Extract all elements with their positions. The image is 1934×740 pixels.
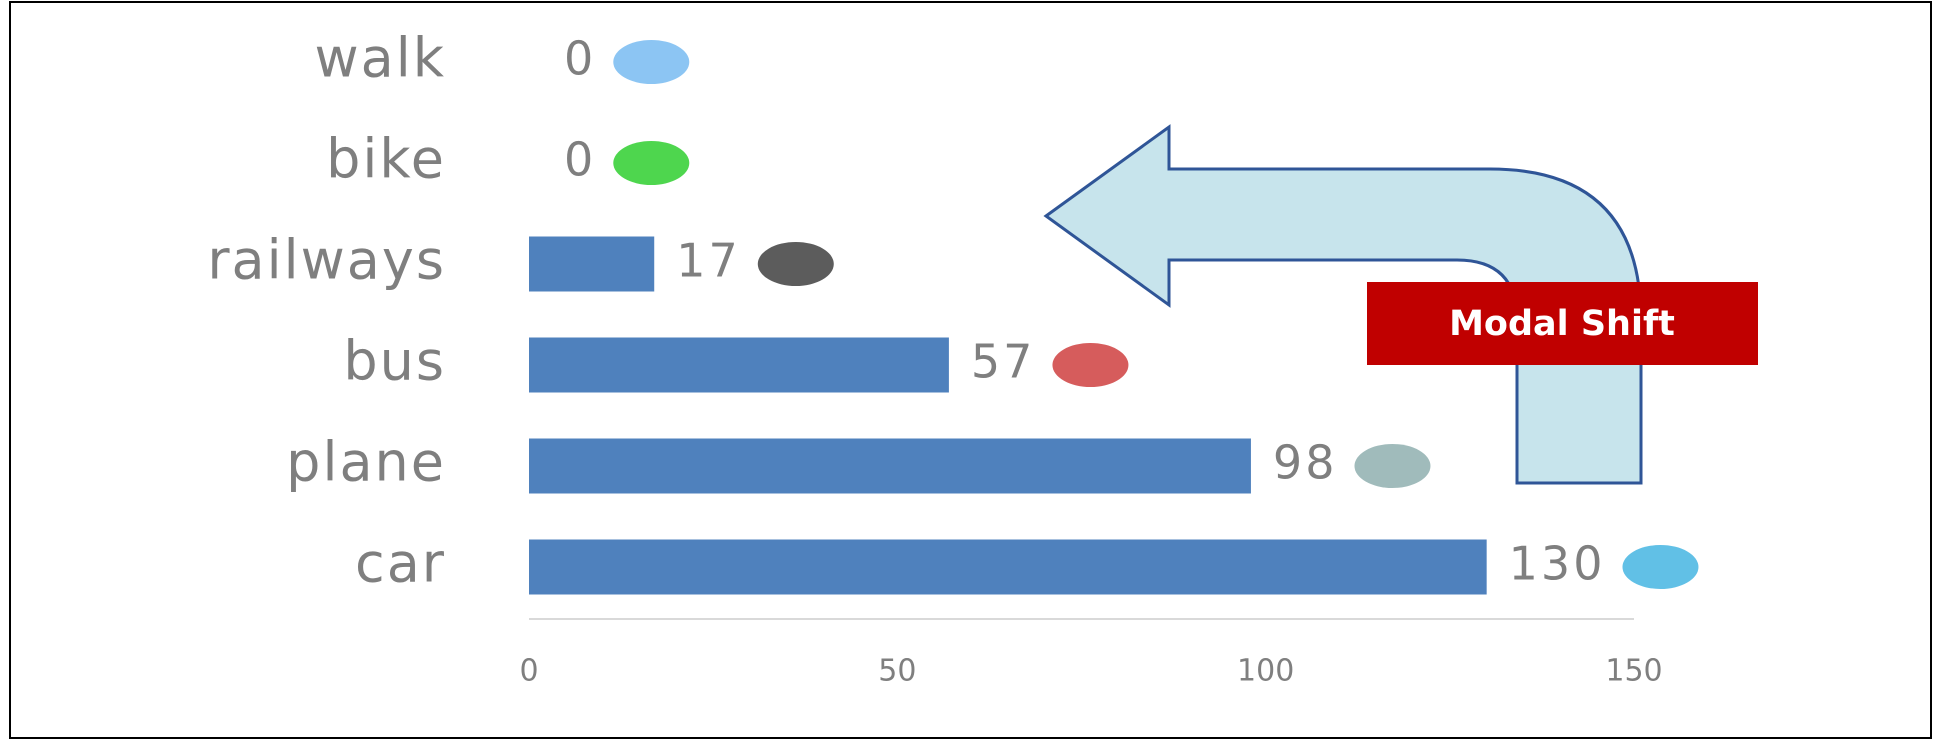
x-tick-label: 100 (1237, 654, 1294, 689)
bar (529, 338, 949, 393)
icon (758, 242, 834, 286)
value-label: 57 (971, 335, 1036, 389)
bar (529, 237, 654, 292)
y-tick-label: walk (314, 27, 446, 90)
icon (1354, 444, 1430, 488)
icon (1622, 545, 1698, 589)
icon (613, 40, 689, 84)
y-tick-label: railways (207, 229, 446, 292)
x-tick-label: 0 (519, 654, 538, 689)
y-tick-label: bus (343, 330, 446, 393)
bar (529, 540, 1487, 595)
y-tick-label: car (355, 532, 446, 595)
value-label: 98 (1273, 436, 1338, 490)
bar (529, 439, 1251, 494)
icon (1052, 343, 1128, 387)
value-label: 0 (564, 32, 596, 86)
annotation: Modal Shift (1449, 304, 1675, 344)
y-tick-label: plane (286, 431, 446, 494)
x-tick-label: 50 (878, 654, 916, 689)
x-tick-label: 150 (1605, 654, 1662, 689)
value-label: 17 (676, 234, 741, 288)
value-label: 0 (564, 133, 596, 187)
chart: Modal Shift 0 50 100 150 walk 0 bike 0 railways 1… (0, 0, 1934, 740)
y-tick-label: bike (326, 128, 446, 191)
value-label: 130 (1509, 537, 1606, 591)
icon (613, 141, 689, 185)
